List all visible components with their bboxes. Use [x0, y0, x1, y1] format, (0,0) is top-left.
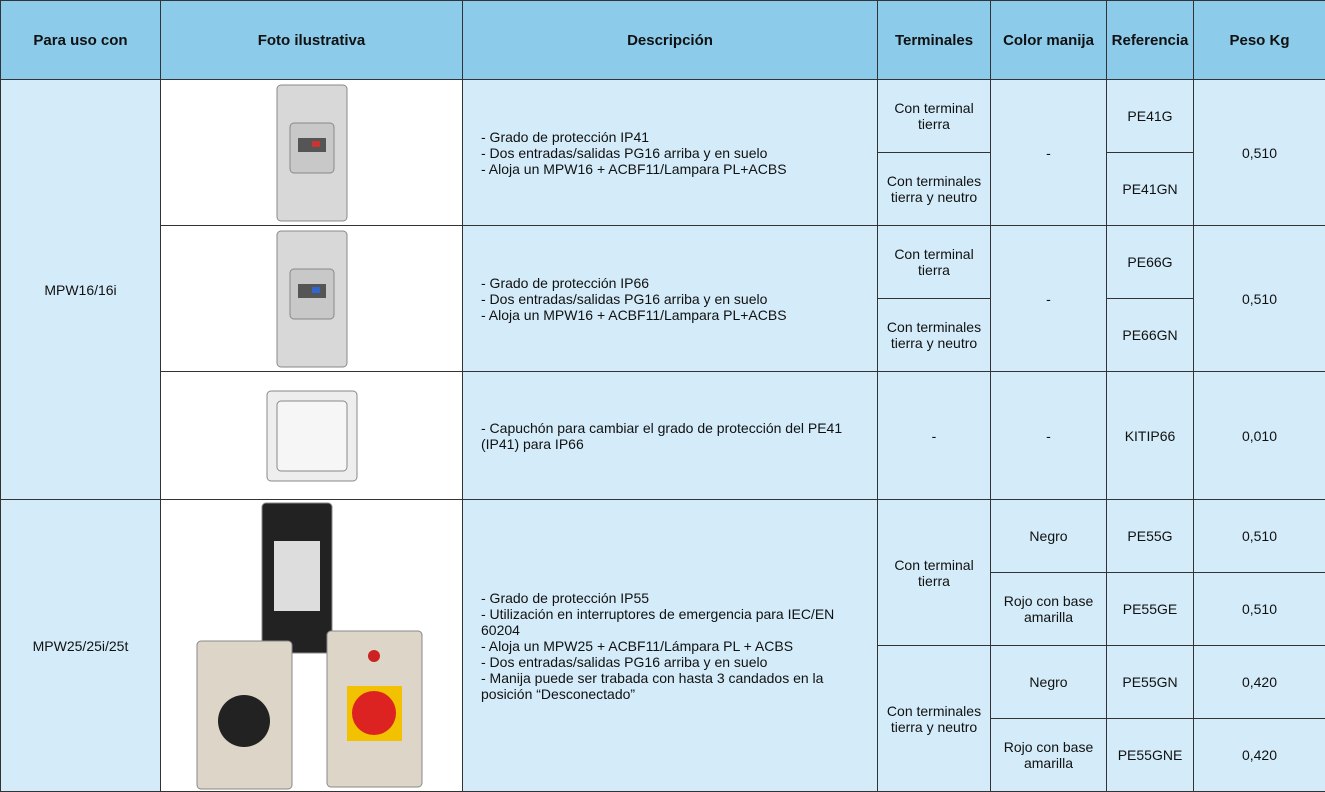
referencias-cell: PE55GN — [1107, 646, 1194, 719]
referencias-cell: PE55GNE — [1107, 719, 1194, 792]
uso-cell: MPW25/25i/25t — [1, 500, 161, 792]
referencias-cell: PE55G — [1107, 500, 1194, 573]
color-cell: Negro — [991, 500, 1107, 573]
terminales-cell: Con terminal tierra — [878, 226, 991, 299]
peso-cell: 0,510 — [1194, 573, 1325, 646]
table-row: - Capuchón para cambiar el grado de prot… — [1, 372, 1325, 500]
peso-cell: 0,510 — [1194, 226, 1325, 372]
referencias-cell: PE41G — [1107, 80, 1194, 153]
peso-cell: 0,010 — [1194, 372, 1325, 500]
description-line: - Aloja un MPW25 + ACBF11/Lámpara PL + A… — [481, 638, 875, 654]
peso-cell: 0,420 — [1194, 646, 1325, 719]
header-cell: Terminales — [878, 1, 991, 80]
description-line: - Capuchón para cambiar el grado de prot… — [481, 420, 875, 452]
description-line: - Aloja un MPW16 + ACBF11/Lampara PL+ACB… — [481, 307, 875, 323]
terminales-cell: Con terminales tierra y neutro — [878, 299, 991, 372]
color-cell: - — [991, 372, 1107, 500]
description-line: - Grado de protección IP55 — [481, 590, 875, 606]
table-row: MPW16/16i- Grado de protección IP41- Dos… — [1, 80, 1325, 153]
product-photo — [262, 386, 362, 486]
table-row: MPW25/25i/25t- Grado de protección IP55-… — [1, 500, 1325, 573]
terminales-cell: - — [878, 372, 991, 500]
description-line: - Utilización en interruptores de emerge… — [481, 606, 875, 638]
peso-cell: 0,510 — [1194, 80, 1325, 226]
description-cell: - Grado de protección IP66- Dos entradas… — [463, 226, 878, 372]
description-line: - Dos entradas/salidas PG16 arriba y en … — [481, 291, 875, 307]
color-cell: Rojo con base amarilla — [991, 719, 1107, 792]
header-cell: Color manija — [991, 1, 1107, 80]
referencias-cell: PE55GE — [1107, 573, 1194, 646]
photo-cell — [161, 226, 463, 372]
description-cell: - Capuchón para cambiar el grado de prot… — [463, 372, 878, 500]
referencias-cell: PE41GN — [1107, 153, 1194, 226]
color-cell: Rojo con base amarilla — [991, 573, 1107, 646]
table-body: MPW16/16i- Grado de protección IP41- Dos… — [1, 80, 1325, 792]
referencias-cell: KITIP66 — [1107, 372, 1194, 500]
description-line: - Dos entradas/salidas PG16 arriba y en … — [481, 654, 875, 670]
photo-cell — [161, 500, 463, 792]
product-photo — [192, 501, 432, 791]
terminales-cell: Con terminales tierra y neutro — [878, 646, 991, 792]
peso-cell: 0,510 — [1194, 500, 1325, 573]
referencias-cell: PE66G — [1107, 226, 1194, 299]
header-cell: Referencia — [1107, 1, 1194, 80]
description-line: - Aloja un MPW16 + ACBF11/Lampara PL+ACB… — [481, 161, 875, 177]
color-cell: - — [991, 80, 1107, 226]
uso-cell: MPW16/16i — [1, 80, 161, 500]
peso-cell: 0,420 — [1194, 719, 1325, 792]
terminales-cell: Con terminal tierra — [878, 80, 991, 153]
referencias-cell: PE66GN — [1107, 299, 1194, 372]
description-line: - Grado de protección IP66 — [481, 275, 875, 291]
product-photo — [272, 83, 352, 223]
photo-cell — [161, 80, 463, 226]
header-cell: Foto ilustrativa — [161, 1, 463, 80]
description-line: - Grado de protección IP41 — [481, 129, 875, 145]
description-cell: - Grado de protección IP41- Dos entradas… — [463, 80, 878, 226]
color-cell: Negro — [991, 646, 1107, 719]
photo-cell — [161, 372, 463, 500]
terminales-cell: Con terminales tierra y neutro — [878, 153, 991, 226]
header-cell: Descripción — [463, 1, 878, 80]
table-row: - Grado de protección IP66- Dos entradas… — [1, 226, 1325, 299]
product-photo — [272, 229, 352, 369]
terminales-cell: Con terminal tierra — [878, 500, 991, 646]
header-cell: Para uso con — [1, 1, 161, 80]
description-line: - Manija puede ser trabada con hasta 3 c… — [481, 670, 875, 702]
color-cell: - — [991, 226, 1107, 372]
description-cell: - Grado de protección IP55- Utilización … — [463, 500, 878, 792]
header-cell: Peso Kg — [1194, 1, 1325, 80]
description-line: - Dos entradas/salidas PG16 arriba y en … — [481, 145, 875, 161]
